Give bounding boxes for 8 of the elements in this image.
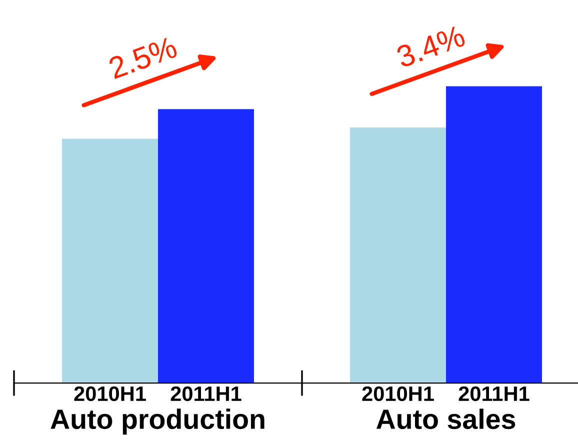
x-tick-label: 2011H1	[170, 386, 242, 402]
x-tick-label: 2011H1	[458, 386, 530, 402]
text: Auto production	[50, 408, 264, 435]
text: Auto sales	[376, 408, 516, 430]
x-tick-label: 2010H1	[74, 386, 146, 402]
text: 3.4%	[395, 24, 466, 68]
text: 2.5%	[108, 36, 178, 80]
x-tick-label: 2010H1	[362, 386, 434, 402]
